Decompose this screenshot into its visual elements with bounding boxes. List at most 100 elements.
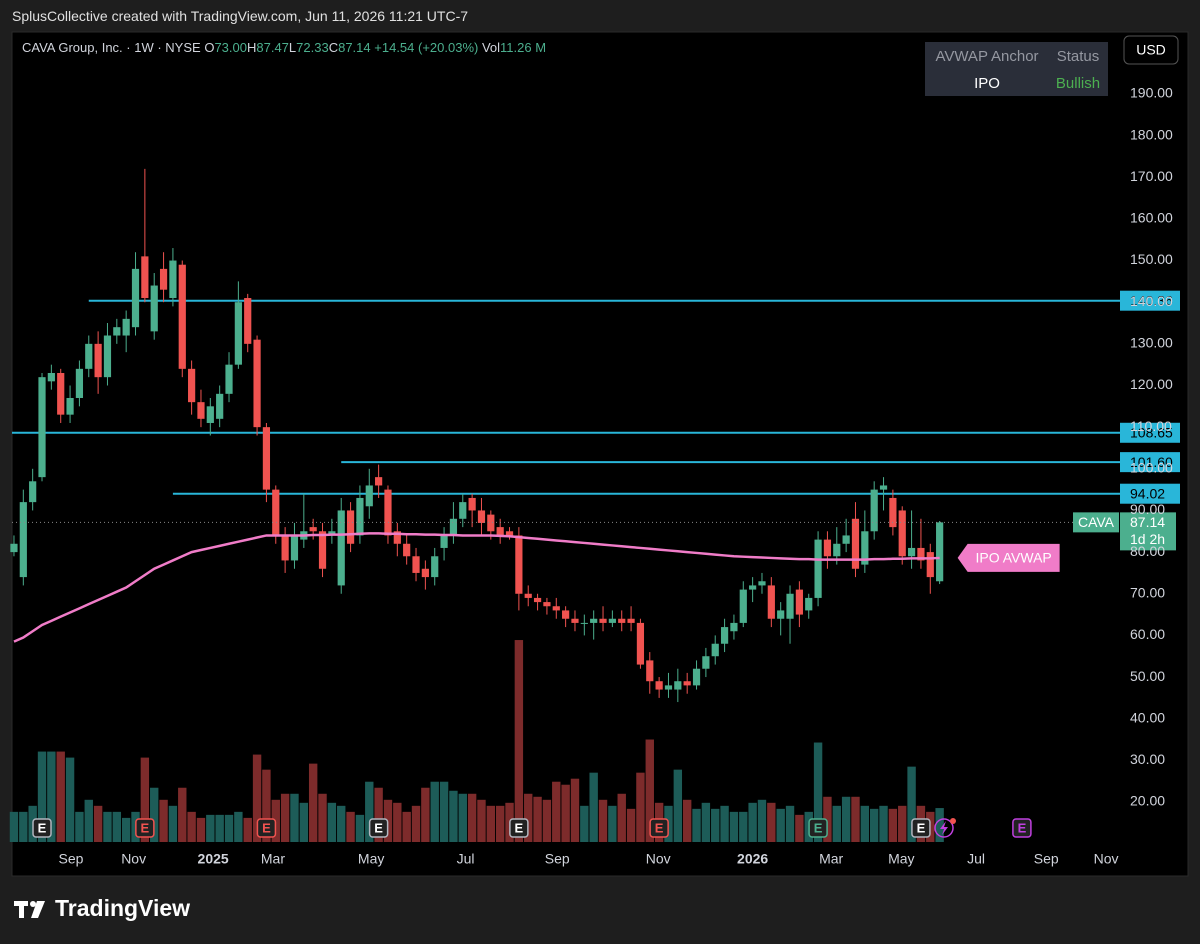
- volume-bar: [608, 805, 617, 842]
- volume-bar: [879, 805, 888, 842]
- candle-body: [10, 543, 18, 553]
- candle-body: [150, 285, 158, 332]
- candle-body: [384, 489, 392, 536]
- volume-bar: [224, 814, 234, 842]
- y-tick-label: 140.00: [1130, 293, 1173, 309]
- y-tick-label: 60.00: [1130, 626, 1165, 642]
- candle-body: [169, 260, 177, 299]
- volume-bar: [823, 796, 832, 842]
- y-tick-label: 150.00: [1130, 251, 1173, 267]
- volume-bar: [140, 757, 150, 842]
- table-cell: IPO: [974, 75, 1000, 92]
- candle-body: [496, 527, 504, 536]
- x-tick-label: Sep: [59, 851, 84, 867]
- volume-bar: [308, 763, 318, 842]
- legend-key: C: [328, 40, 339, 55]
- level-tag: [1120, 422, 1180, 443]
- ohlc: O73.00H87.47L72.33C87.14: [204, 40, 370, 55]
- event-badge: [1012, 818, 1032, 838]
- candle-body: [403, 543, 411, 557]
- volume-bar: [757, 799, 767, 842]
- y-tick-label: 180.00: [1130, 126, 1173, 142]
- volume-bar: [402, 811, 411, 842]
- volume-bar: [570, 778, 580, 842]
- alert-icon[interactable]: [934, 818, 954, 838]
- candle-body: [449, 518, 458, 536]
- candle-body: [739, 589, 747, 623]
- volume-bar: [19, 811, 28, 842]
- volume-bar: [103, 811, 112, 842]
- volume-bar: [318, 793, 327, 842]
- candle-body: [365, 485, 373, 507]
- volume-bar: [299, 802, 309, 842]
- volume-bar: [739, 811, 748, 842]
- candle-body: [805, 597, 813, 611]
- candle-body: [683, 681, 691, 686]
- candle-body: [599, 618, 607, 623]
- volume-bar: [888, 808, 898, 842]
- volume-bar: [711, 808, 720, 842]
- x-tick-label: May: [358, 851, 384, 867]
- volume-bar: [75, 811, 84, 842]
- volume-bar: [439, 781, 449, 842]
- candle-body: [318, 531, 327, 569]
- candle-body: [627, 618, 635, 623]
- volume-bar: [580, 805, 589, 842]
- y-tick-label: 80.00: [1130, 543, 1165, 559]
- candle-body: [459, 502, 467, 519]
- overlay-layer: 140.36 108.65 101.60 94.02 IPO AVWAP CAVA 87.1…: [12, 290, 1180, 838]
- table-cell: Bullish: [1056, 75, 1100, 92]
- volume-bar: [589, 772, 598, 842]
- volume-bar: [533, 796, 542, 842]
- candle-body: [505, 531, 514, 536]
- currency-button[interactable]: [1123, 35, 1179, 65]
- countdown: 1d 2h: [1130, 531, 1165, 547]
- event-badge: [135, 818, 155, 838]
- event-label: E: [141, 820, 150, 835]
- candle-body: [917, 547, 925, 561]
- legend-value: 87.14: [338, 40, 371, 55]
- volume-bar: [785, 805, 795, 842]
- x-tick-label: Jul: [967, 851, 985, 867]
- table-header: AVWAP Anchor: [935, 48, 1038, 65]
- x-tick-label: Mar: [261, 851, 285, 867]
- volume-bar: [421, 787, 430, 842]
- price-tag: [1120, 512, 1176, 551]
- volume-key: Vol: [481, 40, 501, 55]
- candle-layer: [10, 168, 944, 703]
- brand-name: TradingView: [55, 895, 190, 921]
- level-label: 140.36: [1130, 292, 1173, 308]
- candle-body: [674, 681, 682, 690]
- volume-bar: [262, 769, 271, 842]
- candle-body: [823, 539, 832, 557]
- legend-value: 72.33: [296, 40, 329, 55]
- table-header: Status: [1057, 48, 1100, 65]
- y-tick-label: 190.00: [1130, 85, 1173, 101]
- candle-body: [262, 427, 271, 490]
- legend-key: L: [288, 40, 297, 55]
- volume-bar: [860, 805, 870, 842]
- candle-body: [936, 522, 944, 582]
- volume-bar: [598, 799, 608, 842]
- y-tick-label: 110.00: [1130, 418, 1172, 434]
- event-badge: [32, 818, 52, 838]
- candle-body: [113, 327, 121, 336]
- candle-body: [720, 627, 729, 644]
- x-tick-label: Nov: [1094, 851, 1119, 867]
- volume-bar: [701, 802, 711, 842]
- y-tick-label: 50.00: [1130, 668, 1165, 684]
- candle-body: [178, 264, 186, 369]
- candle-body: [468, 497, 476, 511]
- candle-body: [552, 606, 560, 611]
- candle-body: [702, 656, 710, 669]
- volume-bar: [187, 811, 196, 842]
- candle-body: [777, 610, 785, 619]
- event-label: E: [655, 820, 664, 835]
- candle-body: [664, 685, 673, 690]
- level-label: 94.02: [1130, 485, 1165, 501]
- candle-body: [879, 485, 888, 490]
- brand-logo: [14, 901, 45, 918]
- volume-bar: [84, 799, 93, 842]
- volume-bar: [673, 769, 683, 842]
- x-tick-label: Nov: [121, 851, 146, 867]
